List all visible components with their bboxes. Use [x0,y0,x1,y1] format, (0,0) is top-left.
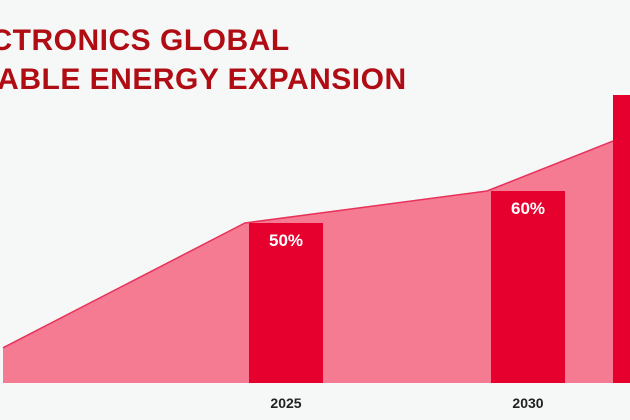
bar-trailing [613,95,630,383]
area-outline [2,133,630,349]
data-label-2025: 50% [269,231,303,250]
x-tick-2030: 2030 [512,395,543,411]
bar-2030 [491,191,565,383]
chart-title-line-1: ECTRONICS GLOBAL [0,24,290,57]
bar-2025 [249,223,323,383]
chart-title-line-2: WABLE ENERGY EXPANSION [0,63,407,96]
bar-layer [249,95,630,383]
label-layer: 50% 60% [269,199,545,250]
data-label-2030: 60% [511,199,545,218]
x-axis-ticks: 2025 2030 [270,395,543,411]
x-tick-2025: 2025 [270,395,301,411]
